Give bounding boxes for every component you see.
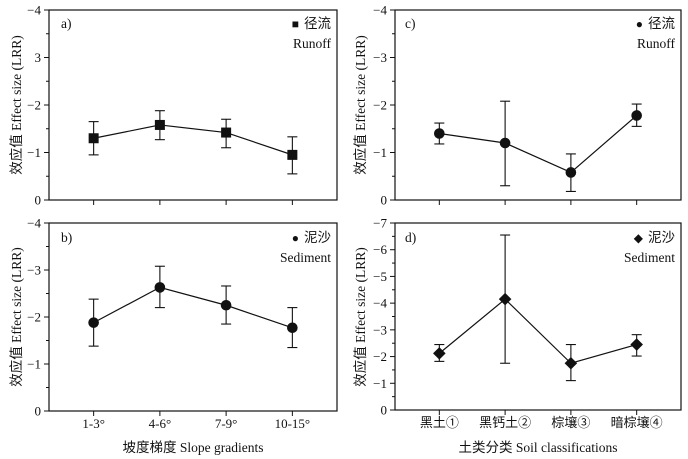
y-tick-label: −1 bbox=[27, 145, 41, 160]
y-tick-label: 0 bbox=[381, 193, 388, 208]
y-tick-label: −4 bbox=[27, 216, 41, 231]
y-tick-label: 3 bbox=[35, 50, 42, 65]
data-line bbox=[93, 124, 293, 156]
y-tick-label: −6 bbox=[373, 242, 387, 257]
data-point-diamond bbox=[564, 356, 578, 370]
panel-d-legend-line1: ◆ 泥沙 bbox=[624, 228, 675, 248]
data-point-diamond bbox=[433, 347, 446, 360]
panel-c-plot-canvas: 0 −1 −2 −3 −4 bbox=[373, 3, 682, 208]
data-point-circle bbox=[434, 128, 445, 139]
panel-a-legend-label-en: Runoff bbox=[292, 36, 331, 51]
panel-a-y-axis-title: 效应值 Effect size (LRR) bbox=[9, 35, 24, 175]
panel-b-legend-line1: ● 泥沙 bbox=[280, 228, 331, 248]
panel-b: 0 −1 −2 −3 −4 1-3° 4-6° 7-9° 10-15° 效应值 Effect s… bbox=[0, 212, 344, 459]
x-tick-label: 棕壤③ bbox=[551, 415, 590, 430]
y-tick-label: 0 bbox=[35, 193, 42, 208]
panel-d-legend-label-en: Sediment bbox=[624, 250, 675, 265]
y-tick-label: −1 bbox=[27, 357, 41, 372]
data-point-circle bbox=[631, 110, 642, 121]
y-tick-label: −2 bbox=[373, 349, 387, 364]
panel-a-legend: ■ 径流 Runoff bbox=[292, 14, 331, 53]
x-tick-label: 7-9° bbox=[215, 416, 238, 431]
y-tick-label: −2 bbox=[373, 98, 387, 113]
y-tick-label: −3 bbox=[373, 322, 387, 337]
x-tick-label: 黑土① bbox=[420, 415, 459, 430]
y-tick-label: −7 bbox=[373, 216, 387, 231]
data-point-circle bbox=[88, 317, 99, 328]
panel-a-legend-label-cn: 径流 bbox=[304, 16, 331, 31]
panel-a-legend-line1: ■ 径流 bbox=[292, 14, 331, 34]
panel-b-legend-label-cn: 泥沙 bbox=[304, 230, 331, 245]
data-line bbox=[439, 114, 638, 174]
y-tick-label: −4 bbox=[27, 3, 41, 18]
data-point-diamond bbox=[630, 338, 643, 351]
panel-c: 0 −1 −2 −3 −4 效应值 Effect size (LRR) c) ● 径流 R… bbox=[344, 0, 688, 212]
y-tick-label: −4 bbox=[373, 296, 387, 311]
panel-b-legend: ● 泥沙 Sediment bbox=[280, 228, 331, 267]
square-icon: ■ bbox=[291, 17, 299, 31]
panel-d-x-axis-title: 土类分类 Soil classifications bbox=[458, 440, 618, 455]
y-tick-label: −4 bbox=[373, 3, 387, 18]
panel-b-legend-label-en: Sediment bbox=[280, 250, 331, 265]
panel-a-plot-canvas: 0 −1 −2 3 −4 bbox=[27, 3, 338, 208]
y-tick-label: −1 bbox=[373, 376, 387, 391]
panel-b-letter: b) bbox=[61, 230, 73, 245]
data-point-square bbox=[221, 127, 232, 138]
y-tick-label: −5 bbox=[373, 269, 387, 284]
x-tick-label: 暗棕壤④ bbox=[611, 415, 663, 430]
y-tick-label: −2 bbox=[27, 98, 41, 113]
circle-icon: ● bbox=[291, 231, 299, 245]
x-tick-label: 10-15° bbox=[275, 416, 311, 431]
data-point-circle bbox=[499, 137, 511, 149]
data-point-circle bbox=[565, 167, 577, 178]
panel-c-legend: ● 径流 Runoff bbox=[636, 14, 675, 53]
panel-d: 0 −1 −2 −3 −4 −5 −6 −7 黑土① 黑钙土② 棕壤③ 暗棕壤④ 效应值 Effect… bbox=[344, 212, 688, 459]
data-line bbox=[438, 298, 637, 364]
x-tick-label: 黑钙土② bbox=[479, 415, 531, 430]
x-tick-label: 1-3° bbox=[82, 416, 105, 431]
data-point-circle bbox=[220, 299, 232, 311]
panel-b-y-axis-title: 效应值 Effect size (LRR) bbox=[9, 247, 24, 387]
y-tick-label: −1 bbox=[373, 145, 387, 160]
panel-a: 0 −1 −2 3 −4 效应值 Effect size (LRR) a) ■ 径流 Ru… bbox=[0, 0, 344, 212]
panel-c-y-axis-title: 效应值 Effect size (LRR) bbox=[353, 35, 368, 175]
y-tick-label: −2 bbox=[27, 310, 41, 325]
panel-c-letter: c) bbox=[405, 16, 416, 31]
circle-icon: ● bbox=[635, 17, 643, 31]
data-point-circle bbox=[154, 282, 166, 293]
panel-b-plot-canvas: 0 −1 −2 −3 −4 1-3° 4-6° 7-9° 10-15° bbox=[27, 216, 338, 431]
panel-c-legend-label-en: Runoff bbox=[636, 36, 675, 51]
panel-a-letter: a) bbox=[61, 16, 72, 31]
panel-b-x-axis-title: 坡度梯度 Slope gradients bbox=[122, 440, 264, 455]
panel-d-legend: ◆ 泥沙 Sediment bbox=[624, 228, 675, 267]
panel-d-plot-canvas: 0 −1 −2 −3 −4 −5 −6 −7 黑土① 黑钙土② 棕壤③ 暗棕壤④ bbox=[373, 216, 682, 430]
x-tick-label: 4-6° bbox=[149, 416, 172, 431]
y-tick-label: −3 bbox=[27, 263, 41, 278]
data-line bbox=[93, 286, 293, 329]
panel-d-y-axis-title: 效应值 Effect size (LRR) bbox=[353, 247, 368, 387]
data-point-square bbox=[287, 149, 298, 160]
data-point-circle bbox=[287, 322, 298, 334]
y-tick-label: −3 bbox=[373, 50, 387, 65]
diamond-icon: ◆ bbox=[633, 231, 643, 245]
data-point-square bbox=[88, 133, 99, 144]
data-point-square bbox=[154, 119, 165, 130]
panel-d-legend-label-cn: 泥沙 bbox=[648, 230, 675, 245]
y-tick-label: 0 bbox=[35, 404, 42, 419]
panel-c-legend-label-cn: 径流 bbox=[648, 16, 675, 31]
y-tick-label: 0 bbox=[381, 403, 388, 418]
panel-d-letter: d) bbox=[405, 230, 417, 245]
panel-c-legend-line1: ● 径流 bbox=[636, 14, 675, 34]
